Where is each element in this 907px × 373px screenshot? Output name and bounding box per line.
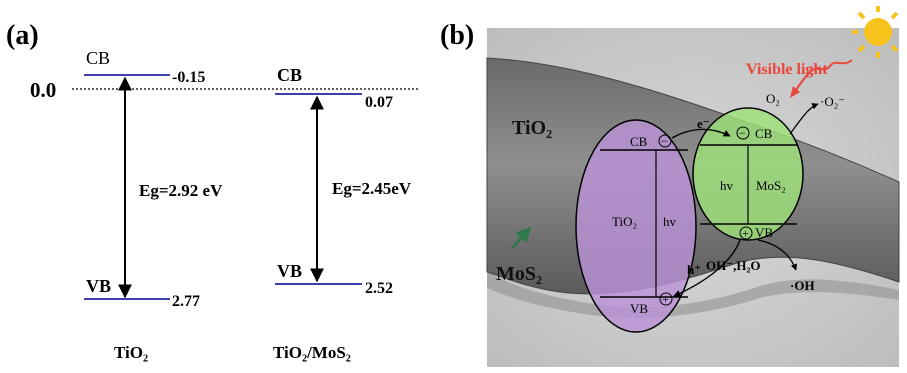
tio2-bandgap-label: Eg=2.92 eV [139, 181, 223, 200]
panel-b-label: (b) [440, 20, 474, 51]
mos2-ellipse-name: MoS₂ [756, 178, 786, 193]
tio2-ellipse: CB − TiO₂ hv VB + [575, 119, 697, 333]
mos2-electron-symbol: − [739, 126, 746, 140]
panel-b: (b) TiO₂ MoS₂ Visible light [440, 6, 900, 367]
mos2-ellipse-cb: CB [755, 126, 773, 141]
tio2-cb-label: CB [86, 48, 110, 68]
hole-transfer-arrow [673, 239, 741, 297]
mos2-ellipse-vb: VB [755, 225, 773, 240]
tio2-electron-symbol: − [661, 134, 668, 148]
visible-light-wave [795, 59, 853, 91]
tio2-band-diagram: CB -0.15 Eg=2.92 eV VB 2.77 TiO₂ [84, 48, 223, 362]
composite-cb-value: 0.07 [365, 94, 393, 111]
tio2-vb-value: 2.77 [172, 293, 200, 310]
composite-bandgap-label: Eg=2.45eV [332, 179, 412, 198]
tio2-ellipse-hv: hv [663, 214, 677, 229]
tio2-ellipse-name: TiO₂ [612, 214, 637, 229]
tio2-electron-icon [658, 134, 672, 148]
superoxide-label: ·O₂⁻ [820, 94, 845, 109]
composite-vb-label: VB [277, 261, 302, 281]
mos2-pointer-arrow [511, 226, 532, 249]
mos2-pointer-label: MoS₂ [496, 263, 542, 285]
visible-light-arrowhead [790, 86, 800, 98]
electron-transfer-label: e⁻ [697, 116, 710, 131]
hydroxyl-radical-label: ·OH [790, 278, 815, 293]
tio2-hole-symbol: + [662, 292, 669, 306]
composite-cb-label: CB [277, 65, 302, 85]
sun-icon [852, 6, 899, 58]
tio2-material-label: TiO₂ [114, 343, 148, 362]
rod-rim [487, 272, 899, 318]
electron-transfer-arrow [671, 128, 731, 139]
mos2-hole-symbol: + [742, 226, 749, 240]
mos2-ellipse: − CB hv MoS₂ + VB [692, 107, 804, 241]
zero-energy-label: 0.0 [30, 78, 56, 102]
panel-a-label: (a) [6, 20, 39, 51]
composite-band-diagram: CB 0.07 Eg=2.45eV VB 2.52 TiO₂/MoS₂ [273, 65, 412, 362]
panel-a: (a) 0.0 CB -0.15 Eg=2.92 eV VB 2.77 TiO₂… [6, 20, 418, 362]
hydroxyl-formation-arrow [757, 239, 797, 271]
tio2-vb-label: VB [86, 276, 111, 296]
mos2-hole-icon [739, 226, 753, 240]
mos2-electron-icon [736, 126, 750, 140]
superoxide-formation-arrow [789, 103, 819, 135]
composite-vb-value: 2.52 [365, 280, 393, 297]
tio2-hole-icon [659, 292, 673, 306]
tio2-cb-value: -0.15 [172, 69, 205, 86]
mos2-ellipse-hv: hv [720, 178, 734, 193]
tio2-ellipse-cb: CB [630, 134, 648, 149]
tio2-rod-label: TiO₂ [512, 117, 552, 139]
hole-transfer-label: h⁺ [687, 262, 701, 277]
composite-material-label: TiO₂/MoS₂ [273, 343, 351, 362]
oxygen-label: O₂ [766, 91, 780, 106]
tio2-ellipse-vb: VB [630, 301, 648, 316]
hydroxide-water-label: OH⁻,H₂O [706, 258, 760, 273]
